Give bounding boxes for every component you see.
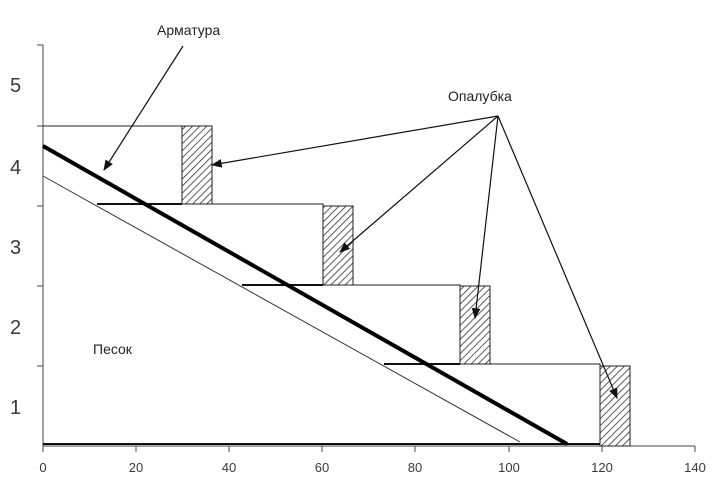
formwork-arrow [471, 115, 499, 320]
formwork-board [181, 125, 213, 205]
x-tick-label: 60 [315, 460, 329, 475]
formwork-arrow [210, 115, 499, 168]
step-4 [384, 363, 601, 444]
leader-arrows [103, 45, 618, 399]
x-tick-label: 0 [39, 460, 46, 475]
formwork-label: Опалубка [448, 88, 512, 104]
x-tick-label: 140 [684, 460, 706, 475]
x-tick-label: 80 [408, 460, 422, 475]
axes [37, 44, 696, 452]
x-tick-label: 100 [498, 460, 520, 475]
reinforcement-arrow [103, 45, 184, 171]
step-3 [242, 284, 461, 364]
formwork-arrow [339, 115, 499, 253]
y-tick-label: 4 [10, 157, 21, 179]
y-tick-label: 2 [10, 317, 21, 339]
y-tick-label: 5 [10, 75, 21, 97]
y-tick-labels: 5 4 3 2 1 [10, 75, 21, 419]
formwork-arrow [497, 115, 618, 399]
x-tick-labels: 0 20 40 60 80 100 120 140 [39, 460, 705, 475]
formwork-board [322, 205, 354, 286]
y-tick-label: 1 [10, 397, 21, 419]
reinforcement-bar [42, 144, 568, 446]
sand-surface-line [42, 175, 521, 443]
x-tick-label: 20 [129, 460, 143, 475]
step-tread-edges [97, 203, 460, 365]
formwork-board [599, 365, 631, 447]
step-2 [97, 203, 324, 285]
x-tick-label: 120 [591, 460, 613, 475]
x-tick-label: 40 [222, 460, 236, 475]
formwork-board [459, 285, 491, 365]
y-tick-label: 3 [10, 237, 21, 259]
step-top [43, 125, 183, 204]
reinforcement-label: Арматура [157, 22, 220, 38]
sand-label: Песок [93, 341, 133, 357]
